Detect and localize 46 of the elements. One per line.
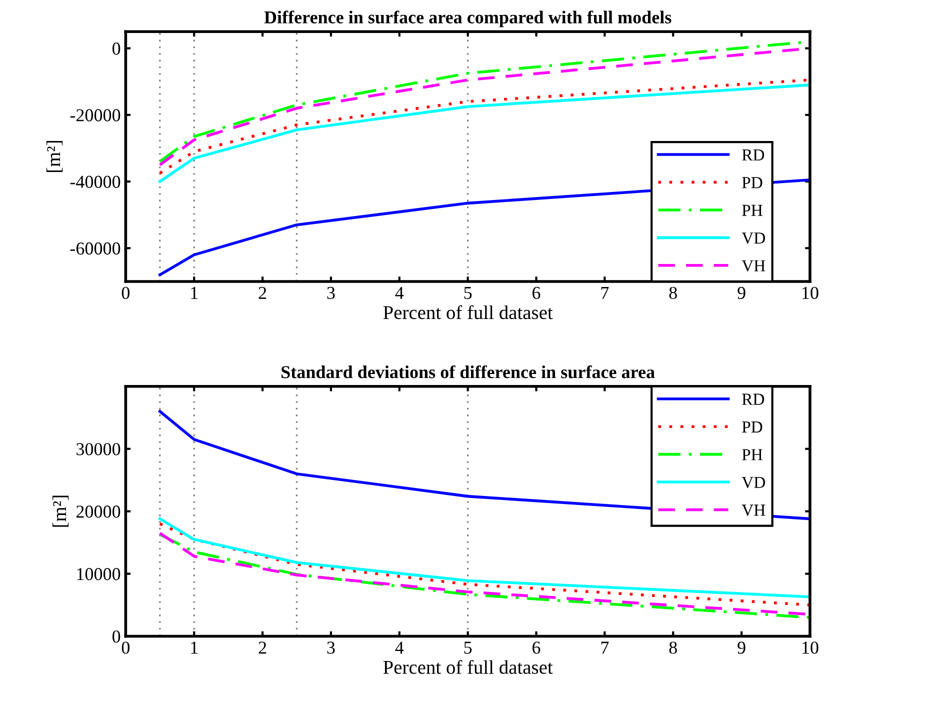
y-tick-label: 20000 <box>76 506 120 518</box>
y-tick-label: 30000 <box>76 443 120 456</box>
legend-label: PH <box>742 449 762 460</box>
y-tick-label: -20000 <box>70 109 120 122</box>
x-tick-label: 6 <box>532 286 540 300</box>
y-tick-label: 10000 <box>77 568 120 580</box>
x-tick-label: 6 <box>532 642 540 654</box>
legend-label: RD <box>742 149 764 160</box>
chart-title: Difference in surface area compared with full models <box>264 10 672 28</box>
x-tick-label: 1 <box>191 286 198 299</box>
y-tick-label: 0 <box>112 630 120 643</box>
x-tick-label: 9 <box>738 642 746 654</box>
x-tick-label: 2 <box>258 286 266 299</box>
x-tick-label: 4 <box>395 642 404 654</box>
y-axis-title: [m²] <box>46 141 63 172</box>
y-tick-label: -40000 <box>70 176 120 188</box>
x-tick-label: 0 <box>122 642 130 654</box>
y-axis-title: [m²] <box>52 496 69 527</box>
y-tick-label: 0 <box>112 42 120 55</box>
x-tick-label: 7 <box>601 287 609 299</box>
x-tick-label: 8 <box>669 286 677 300</box>
x-tick-label: 8 <box>669 642 677 654</box>
x-tick-label: 0 <box>122 286 130 300</box>
x-tick-label: 7 <box>601 642 609 654</box>
x-tick-label: 1 <box>191 642 198 654</box>
legend-label: RD <box>742 394 764 405</box>
legend-label: PD <box>742 177 762 188</box>
legend-label: VH <box>742 504 766 516</box>
legend-label: PD <box>742 422 762 432</box>
x-tick-label: 3 <box>327 642 335 654</box>
x-tick-label: 5 <box>464 642 472 654</box>
chart-title: Standard deviations of difference in surface area <box>282 365 655 378</box>
x-tick-label: 9 <box>738 286 746 300</box>
legend-label: PH <box>742 204 762 216</box>
legend-label: VD <box>742 476 765 488</box>
x-tick-label: 5 <box>464 287 472 300</box>
x-tick-label: 3 <box>327 286 335 300</box>
x-tick-label: 2 <box>258 642 266 654</box>
x-axis-title: Percent of full dataset <box>383 660 553 674</box>
legend-label: VH <box>742 260 766 272</box>
x-tick-label: 10 <box>802 286 818 300</box>
x-tick-label: 4 <box>395 286 404 299</box>
x-axis-title: Percent of full dataset <box>383 305 553 320</box>
x-tick-label: 10 <box>802 642 818 654</box>
y-tick-label: -60000 <box>70 242 120 255</box>
legend-label: VD <box>742 232 765 244</box>
